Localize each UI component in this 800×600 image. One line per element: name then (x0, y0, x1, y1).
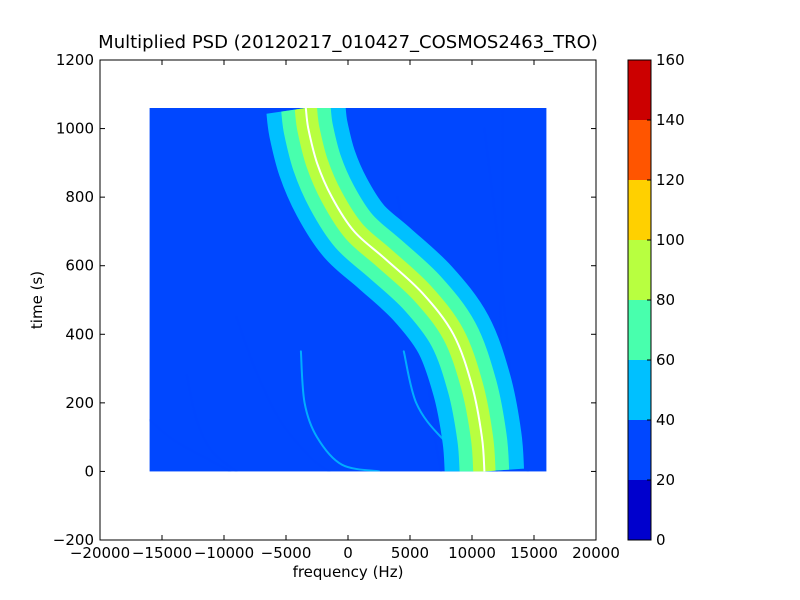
colorbar-tick-label: 20 (656, 471, 675, 489)
x-tick-label: 0 (343, 544, 353, 562)
x-axis-label: frequency (Hz) (293, 563, 404, 581)
y-tick-label: 1200 (56, 51, 94, 69)
y-tick-label: −200 (53, 531, 94, 549)
faint-trace-3 (235, 316, 331, 472)
colorbar-level-3 (628, 300, 651, 360)
colorbar-tick-label: 140 (656, 111, 685, 129)
main-trace-center (304, 108, 486, 472)
y-tick-label: 600 (65, 257, 94, 275)
colorbar: 0 20 40 60 80 100 120 140 160 (627, 51, 685, 549)
chart-title: Multiplied PSD (20120217_010427_COSMOS24… (98, 32, 598, 53)
x-tick-label: −5000 (261, 544, 312, 562)
y-tick-label: 200 (65, 394, 94, 412)
x-axis: −20000 −15000 −10000 −5000 0 5000 10000 15000 20… (70, 60, 620, 562)
x-tick-label: −20000 (70, 544, 130, 562)
colorbar-level-6 (628, 120, 651, 180)
faint-trace-2 (299, 350, 380, 472)
colorbar-tick-label: 40 (656, 411, 675, 429)
y-tick-label: 800 (65, 188, 94, 206)
y-tick-label: 0 (84, 462, 94, 480)
plot-area: −20000 −15000 −10000 −5000 0 5000 10000 15000 20… (53, 51, 620, 562)
colorbar-tick-label: 100 (656, 231, 685, 249)
colorbar-level-1 (628, 420, 651, 480)
x-tick-label: 5000 (391, 544, 429, 562)
colorbar-level-2 (628, 360, 651, 420)
colorbar-tick-label: 60 (656, 351, 675, 369)
faint-trace-0 (149, 419, 232, 472)
x-tick-label: 15000 (510, 544, 558, 562)
colorbar-level-5 (628, 180, 651, 240)
x-tick-label: −15000 (132, 544, 192, 562)
colorbar-tick-label: 160 (656, 51, 685, 69)
traces (149, 108, 529, 472)
colorbar-level-0 (628, 480, 651, 540)
x-tick-label: 10000 (448, 544, 496, 562)
y-tick-label: 400 (65, 325, 94, 343)
y-tick-label: 1000 (56, 120, 94, 138)
faint-trace-1 (185, 374, 238, 472)
y-axis: −200 0 200 400 600 800 1000 1200 (53, 51, 596, 549)
y-axis-label: time (s) (28, 271, 46, 329)
x-tick-label: 20000 (572, 544, 620, 562)
colorbar-tick-label: 0 (656, 531, 666, 549)
colorbar-tick-label: 120 (656, 171, 685, 189)
x-tick-label: −10000 (194, 544, 254, 562)
colorbar-level-4 (628, 240, 651, 300)
colorbar-level-7 (628, 60, 651, 120)
colorbar-tick-label: 80 (656, 291, 675, 309)
